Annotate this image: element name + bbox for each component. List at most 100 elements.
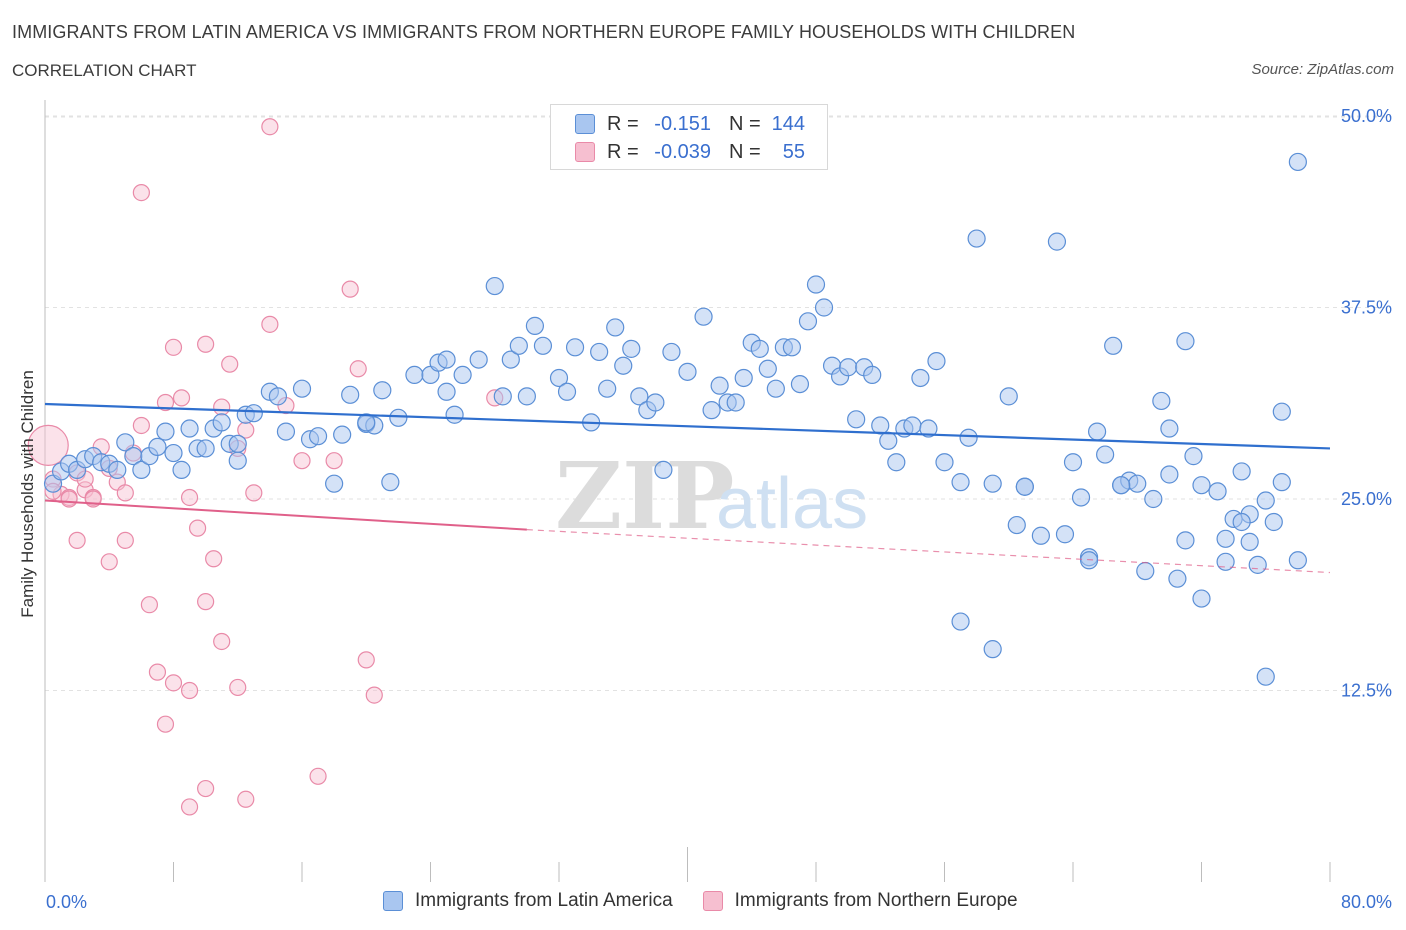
data-point-northern-europe bbox=[148, 663, 167, 681]
data-point-latin-america bbox=[1272, 402, 1291, 421]
data-point-northern-europe bbox=[293, 452, 311, 470]
data-point-latin-america bbox=[341, 385, 360, 404]
data-point-northern-europe bbox=[205, 550, 223, 568]
data-point-latin-america bbox=[951, 612, 970, 631]
data-point-latin-america bbox=[373, 381, 392, 400]
data-point-latin-america bbox=[1184, 447, 1203, 466]
y-axis-label: Family Households with Children bbox=[18, 370, 37, 618]
data-point-northern-europe bbox=[261, 118, 279, 136]
data-point-northern-europe bbox=[229, 678, 247, 697]
data-point-latin-america bbox=[927, 352, 946, 371]
data-point-latin-america bbox=[1136, 561, 1155, 581]
data-point-northern-europe bbox=[180, 681, 199, 700]
data-point-latin-america bbox=[1128, 474, 1147, 493]
data-point-latin-america bbox=[847, 410, 866, 429]
data-point-northern-europe bbox=[164, 674, 183, 692]
data-point-latin-america bbox=[453, 365, 472, 385]
data-point-latin-america bbox=[509, 336, 528, 355]
data-point-latin-america bbox=[806, 275, 826, 294]
data-point-latin-america bbox=[983, 640, 1002, 659]
chart-subtitle: CORRELATION CHART bbox=[12, 61, 197, 80]
data-point-latin-america bbox=[734, 368, 753, 388]
data-point-latin-america bbox=[228, 451, 247, 470]
data-point-latin-america bbox=[750, 339, 769, 358]
data-point-northern-europe bbox=[68, 531, 86, 549]
trendline-latin-america bbox=[44, 402, 1331, 450]
data-point-latin-america bbox=[911, 368, 930, 388]
data-point-latin-america bbox=[212, 413, 231, 432]
data-point-latin-america bbox=[180, 419, 199, 438]
data-point-latin-america bbox=[381, 473, 400, 492]
data-point-latin-america bbox=[999, 387, 1018, 406]
data-point-latin-america bbox=[919, 419, 938, 438]
data-point-latin-america bbox=[1160, 419, 1179, 438]
data-point-latin-america bbox=[469, 350, 488, 369]
data-point-latin-america bbox=[485, 276, 504, 296]
data-point-latin-america bbox=[357, 413, 376, 432]
data-point-latin-america bbox=[630, 387, 649, 406]
data-point-latin-america bbox=[614, 356, 633, 375]
data-point-latin-america bbox=[533, 336, 553, 355]
data-point-latin-america bbox=[164, 443, 183, 463]
data-point-latin-america bbox=[887, 453, 906, 472]
watermark-atlas: atlas bbox=[716, 464, 868, 544]
y-tick-label: 12.5% bbox=[1341, 681, 1392, 701]
data-point-latin-america bbox=[116, 433, 135, 452]
data-point-latin-america bbox=[1264, 512, 1283, 532]
data-point-northern-europe bbox=[365, 686, 383, 704]
data-point-latin-america bbox=[228, 434, 247, 453]
y-tick-label: 50.0% bbox=[1341, 106, 1392, 126]
data-point-latin-america bbox=[308, 427, 328, 446]
data-point-latin-america bbox=[325, 474, 344, 493]
data-point-northern-europe bbox=[100, 553, 118, 571]
data-point-latin-america bbox=[1096, 445, 1115, 464]
data-point-latin-america bbox=[437, 382, 456, 401]
data-point-latin-america bbox=[196, 439, 215, 458]
data-point-latin-america bbox=[276, 422, 296, 441]
data-point-northern-europe bbox=[60, 490, 78, 508]
data-point-latin-america bbox=[710, 376, 729, 395]
data-point-latin-america bbox=[292, 379, 312, 398]
data-point-latin-america bbox=[1087, 422, 1107, 441]
data-point-latin-america bbox=[782, 338, 802, 357]
data-point-northern-europe bbox=[357, 651, 375, 669]
data-point-northern-europe bbox=[213, 632, 231, 651]
data-point-latin-america bbox=[678, 362, 697, 381]
data-point-latin-america bbox=[1047, 232, 1067, 251]
legend-swatch-blue bbox=[383, 891, 403, 911]
data-point-latin-america bbox=[1071, 488, 1091, 507]
data-point-latin-america bbox=[1208, 482, 1227, 501]
data-point-latin-america bbox=[1256, 667, 1275, 686]
data-point-latin-america bbox=[493, 387, 512, 406]
legend-r-label: R = bbox=[607, 140, 639, 163]
data-point-latin-america bbox=[1160, 465, 1179, 484]
data-point-latin-america bbox=[437, 350, 456, 369]
legend-label-latin-america: Immigrants from Latin America bbox=[415, 890, 673, 911]
chart-title: IMMIGRANTS FROM LATIN AMERICA VS IMMIGRA… bbox=[12, 22, 1076, 42]
data-point-latin-america bbox=[983, 474, 1002, 493]
data-point-latin-america bbox=[1007, 515, 1026, 535]
data-point-latin-america bbox=[1240, 532, 1259, 551]
watermark-zip: ZIP bbox=[555, 442, 734, 550]
data-point-northern-europe bbox=[116, 531, 134, 549]
data-point-northern-europe bbox=[309, 767, 327, 785]
data-point-latin-america bbox=[1055, 525, 1075, 544]
data-point-northern-europe bbox=[132, 184, 150, 202]
data-point-northern-europe bbox=[197, 779, 215, 798]
x-tick-label: 80.0% bbox=[1341, 892, 1392, 912]
data-point-latin-america bbox=[108, 460, 127, 479]
data-point-latin-america bbox=[389, 408, 408, 427]
source-label: Source: ZipAtlas.com bbox=[1251, 61, 1394, 78]
data-point-northern-europe bbox=[188, 519, 207, 537]
data-point-northern-europe bbox=[132, 416, 150, 435]
data-point-latin-america bbox=[790, 375, 810, 394]
data-point-northern-europe bbox=[116, 484, 134, 502]
data-point-latin-america bbox=[405, 365, 424, 385]
data-point-latin-america bbox=[935, 453, 954, 472]
data-point-latin-america bbox=[1192, 476, 1211, 495]
data-point-latin-america bbox=[598, 379, 617, 398]
data-point-latin-america bbox=[1176, 531, 1195, 550]
data-point-latin-america bbox=[622, 339, 641, 358]
data-point-latin-america bbox=[445, 405, 464, 424]
legend-r-value: -0.039 bbox=[654, 140, 711, 163]
